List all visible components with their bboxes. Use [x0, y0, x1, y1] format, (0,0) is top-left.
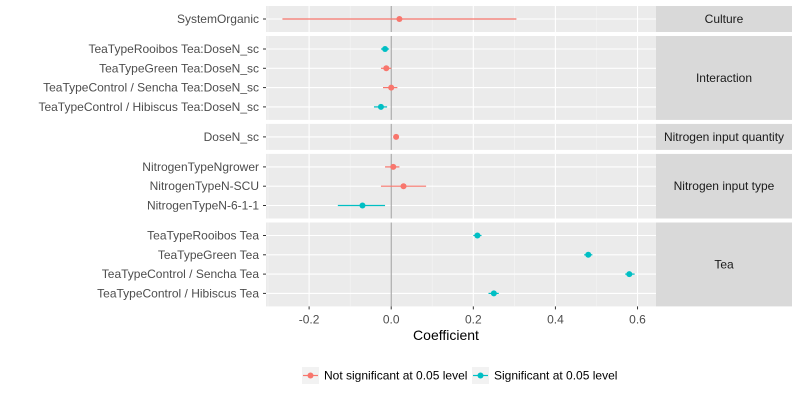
coefficient-point: [396, 16, 403, 22]
facet-strip-label: Interaction: [696, 71, 752, 85]
facet-strip: [656, 153, 792, 219]
y-tick-label: TeaTypeRooibos Tea:DoseN_sc: [88, 42, 259, 56]
coefficient-point: [490, 290, 497, 297]
x-tick-label: 0.6: [629, 312, 646, 326]
legend-item: Significant at 0.05 level: [472, 367, 617, 384]
facet-strip: [656, 6, 792, 32]
y-tick-label: TeaTypeGreen Tea: [158, 248, 260, 262]
facet-panel: Interaction TeaTypeRooibos Tea:DoseN_sc Te…: [38, 36, 792, 120]
y-tick-label: TeaTypeControl / Sencha Tea:DoseN_sc: [43, 81, 259, 95]
x-tick-label: -0.2: [299, 312, 320, 326]
coefficient-point: [388, 84, 395, 91]
panel-background: [266, 222, 656, 307]
x-tick-label: 0.4: [547, 312, 564, 326]
x-tick-label: 0.0: [383, 312, 400, 326]
x-axis-title: Coefficient: [413, 327, 479, 343]
y-tick-label: TeaTypeControl / Sencha Tea: [102, 267, 260, 281]
y-tick-label: TeaTypeControl / Hibiscus Tea:DoseN_sc: [38, 100, 259, 114]
facet-strip-label: Nitrogen input type: [674, 179, 775, 193]
coefficient-point: [626, 271, 633, 278]
panel-background: [266, 36, 656, 120]
facet-strip-label: Nitrogen input quantity: [664, 130, 784, 144]
y-tick-label: NitrogenTypeN-SCU: [150, 179, 259, 193]
facet-panel: Culture SystemOrganic: [177, 6, 792, 32]
legend-key-point: [477, 372, 484, 379]
x-tick-label: 0.2: [465, 312, 482, 326]
legend-item: Not significant at 0.05 level: [302, 367, 467, 384]
y-tick-label: NitrogenTypeNgrower: [142, 160, 259, 174]
coefficient-point: [585, 251, 592, 258]
facet-panel: Nitrogen input type NitrogenTypeNgrower Ni…: [142, 153, 792, 219]
facet-strip: [656, 123, 792, 150]
coefficient-point: [390, 163, 397, 170]
coefficient-point: [400, 183, 407, 190]
y-tick-label: NitrogenTypeN-6-1-1: [147, 199, 259, 213]
coefficient-point: [393, 133, 400, 140]
y-tick-label: SystemOrganic: [177, 12, 259, 26]
facet-panel: Nitrogen input quantity DoseN_sc: [204, 123, 792, 150]
coefficient-point: [377, 103, 384, 110]
coefficient-point: [359, 202, 366, 209]
facet-panel: Tea TeaTypeRooibos Tea TeaTypeGreen Tea Tea…: [97, 222, 792, 307]
facet-strip-label: Tea: [714, 257, 734, 271]
coefficient-point: [382, 46, 389, 52]
y-tick-label: TeaTypeControl / Hibiscus Tea: [97, 286, 259, 300]
coefficient-point: [474, 232, 481, 239]
legend-label: Not significant at 0.05 level: [324, 369, 467, 383]
y-tick-label: DoseN_sc: [204, 130, 259, 144]
legend-key-point: [307, 372, 314, 379]
legend-label: Significant at 0.05 level: [494, 369, 617, 383]
facet-strip: [656, 36, 792, 120]
coefficient-point: [383, 65, 390, 72]
facet-strip-label: Culture: [705, 12, 744, 26]
y-tick-label: TeaTypeRooibos Tea: [147, 229, 259, 243]
facet-strip: [656, 222, 792, 307]
y-tick-label: TeaTypeGreen Tea:DoseN_sc: [99, 61, 259, 75]
